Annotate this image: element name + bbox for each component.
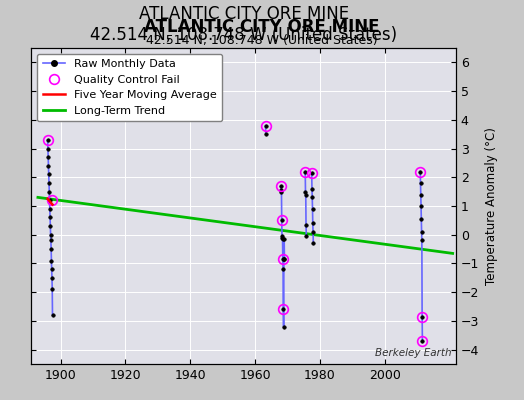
Text: 42.514 N, 108.748 W (United States): 42.514 N, 108.748 W (United States)	[146, 34, 378, 47]
Y-axis label: Temperature Anomaly (°C): Temperature Anomaly (°C)	[485, 127, 498, 285]
Text: ATLANTIC CITY ORE MINE: ATLANTIC CITY ORE MINE	[144, 18, 380, 36]
Title: ATLANTIC CITY ORE MINE
42.514 N, 108.748 W (United States): ATLANTIC CITY ORE MINE 42.514 N, 108.748…	[90, 5, 397, 44]
Legend: Raw Monthly Data, Quality Control Fail, Five Year Moving Average, Long-Term Tren: Raw Monthly Data, Quality Control Fail, …	[37, 54, 222, 121]
Text: Berkeley Earth: Berkeley Earth	[375, 348, 452, 358]
